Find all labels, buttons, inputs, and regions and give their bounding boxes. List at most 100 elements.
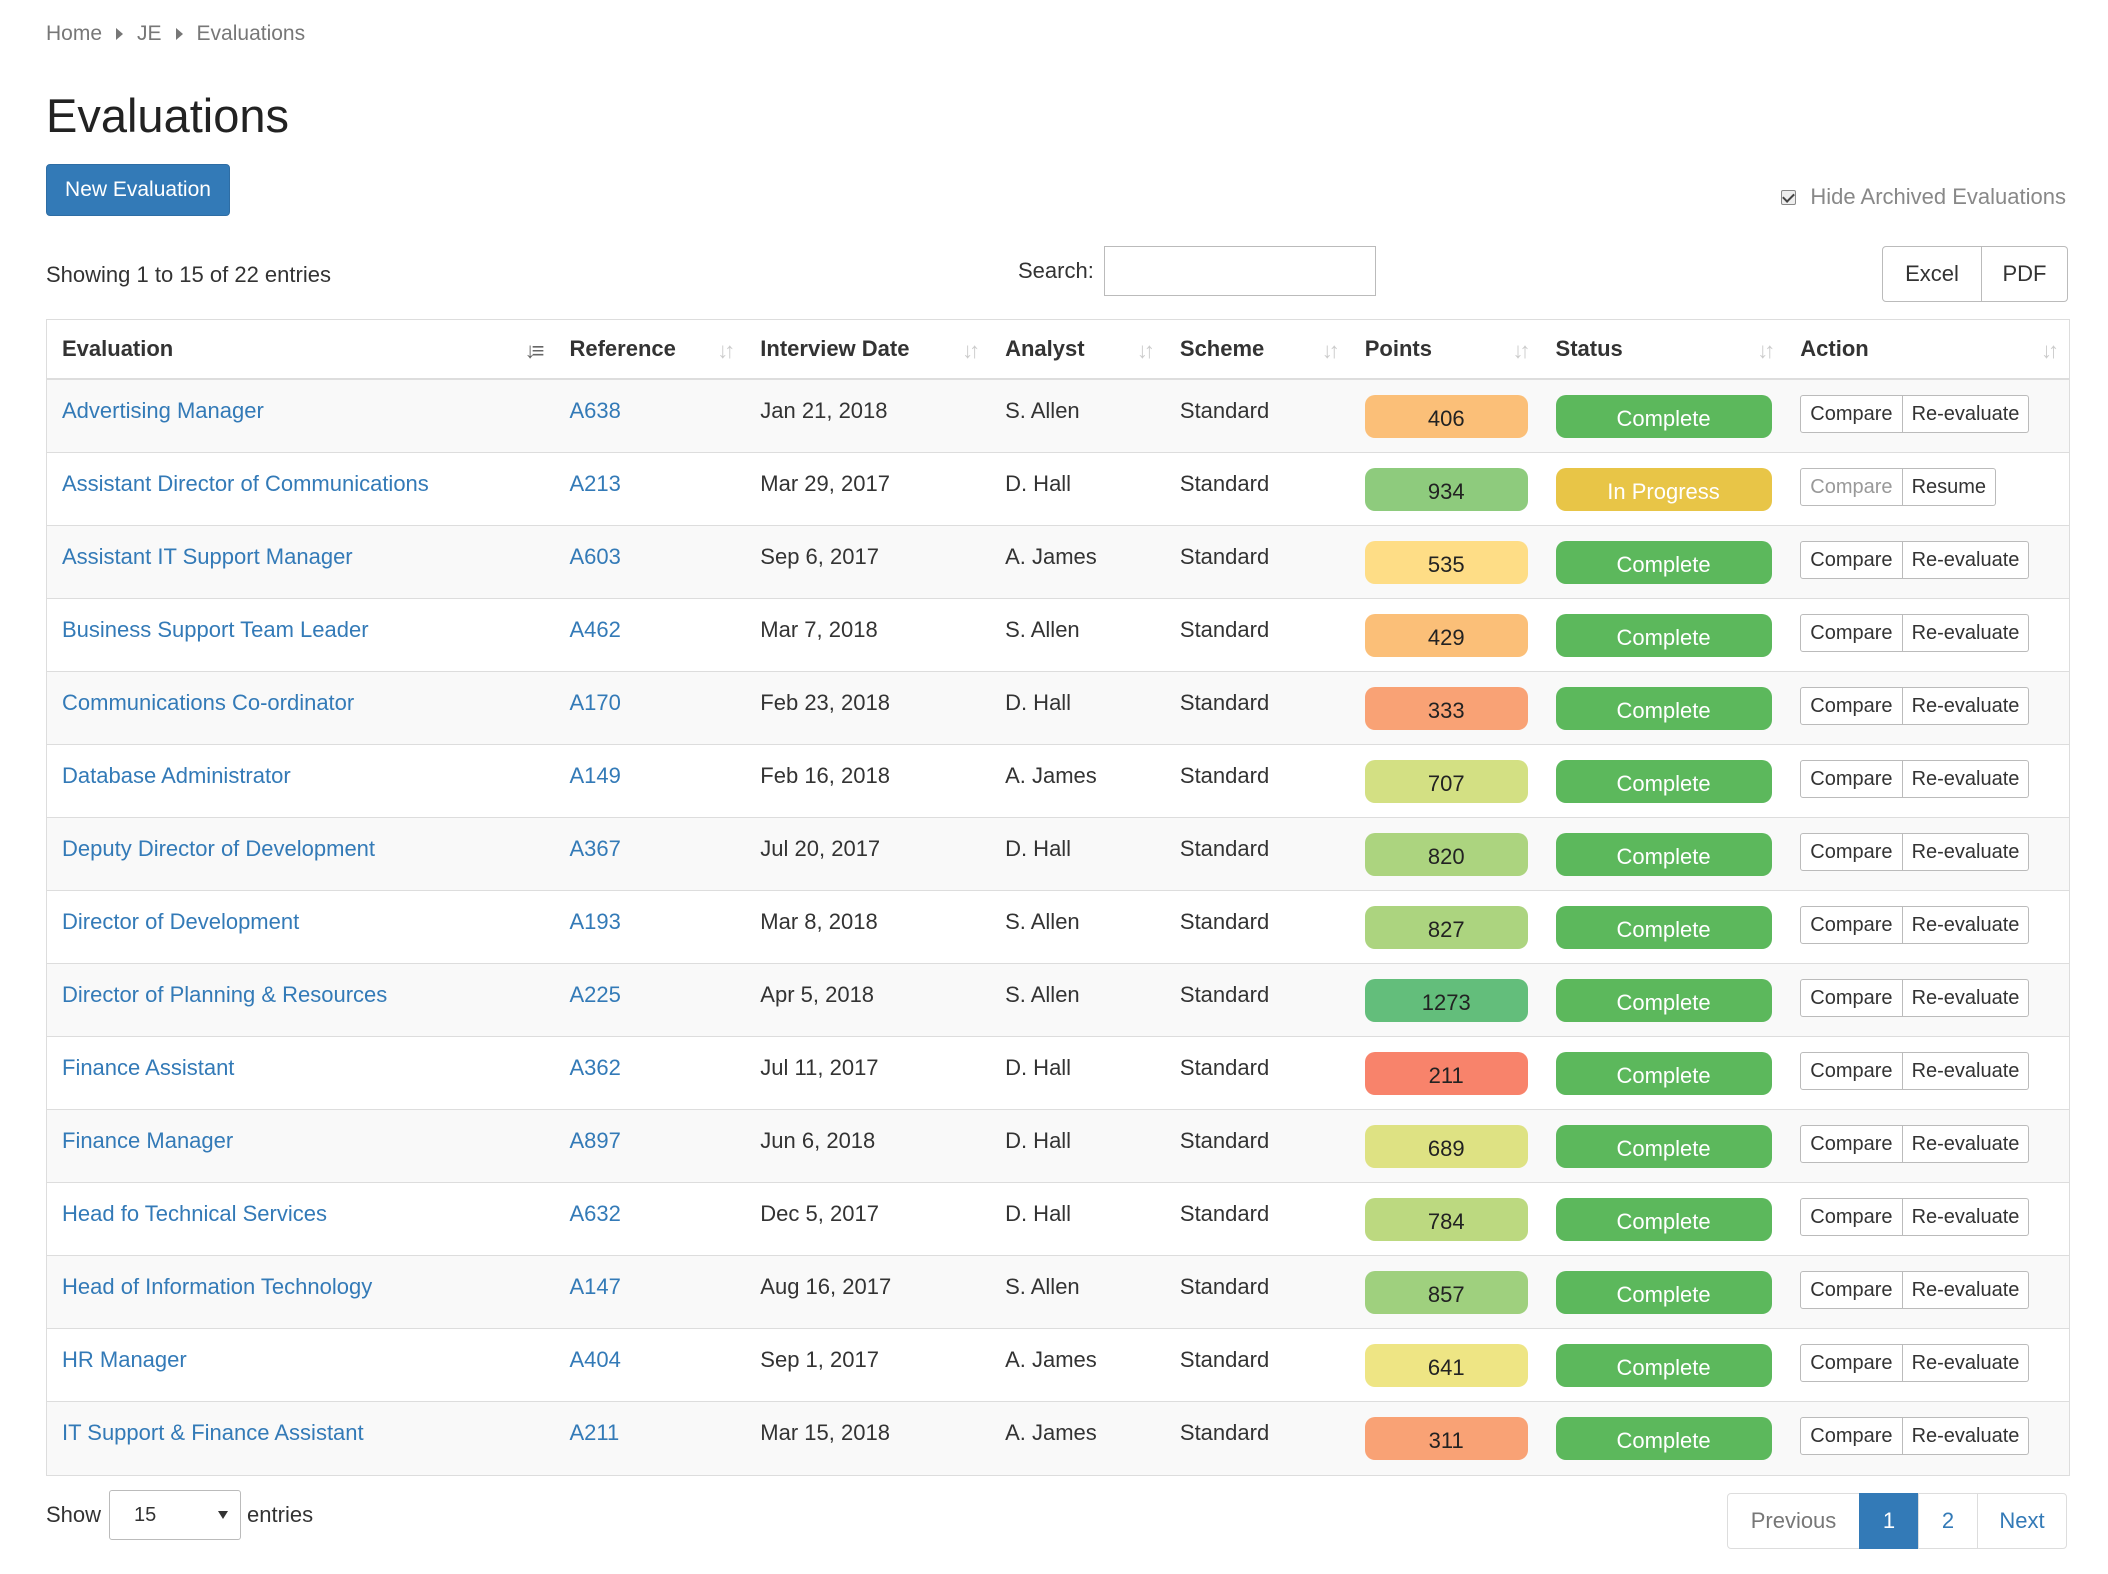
evaluation-link[interactable]: Communications Co-ordinator <box>62 690 355 715</box>
compare-button[interactable]: Compare <box>1800 541 1903 579</box>
evaluation-link[interactable]: IT Support & Finance Assistant <box>62 1420 364 1445</box>
length-label-after: entries <box>247 1502 314 1527</box>
hide-archived-checkbox[interactable] <box>1781 189 1797 205</box>
compare-button: Compare <box>1800 468 1903 506</box>
status-cell: Complete <box>1541 1402 1786 1475</box>
reference-link[interactable]: A404 <box>569 1347 621 1372</box>
re-evaluate-button[interactable]: Re-evaluate <box>1902 1052 2030 1090</box>
re-evaluate-button[interactable]: Re-evaluate <box>1902 906 2030 944</box>
re-evaluate-button[interactable]: Re-evaluate <box>1902 1125 2030 1163</box>
reference-link[interactable]: A170 <box>569 690 621 715</box>
resume-button[interactable]: Resume <box>1902 468 1997 506</box>
column-header-analyst[interactable]: Analyst ↓↑ <box>1005 336 1155 363</box>
table-row: HR Manager A404 Sep 1, 2017 A. James Standar… <box>47 1329 2069 1402</box>
column-header-interview-date[interactable]: Interview Date ↓↑ <box>760 336 980 363</box>
status-cell: Complete <box>1541 672 1786 744</box>
reference-link[interactable]: A147 <box>569 1274 621 1299</box>
compare-button[interactable]: Compare <box>1800 979 1903 1017</box>
re-evaluate-button[interactable]: Re-evaluate <box>1902 1198 2030 1236</box>
entries-per-page-select[interactable]: 15 <box>109 1490 242 1540</box>
sort-icon: ↓↑ <box>1512 338 1531 363</box>
compare-button[interactable]: Compare <box>1800 1417 1903 1455</box>
re-evaluate-button[interactable]: Re-evaluate <box>1902 979 2030 1017</box>
evaluation-link[interactable]: Deputy Director of Development <box>62 836 376 861</box>
reference-link[interactable]: A367 <box>569 836 621 861</box>
new-evaluation-button[interactable]: New Evaluation <box>46 164 230 216</box>
evaluation-link[interactable]: Database Administrator <box>62 763 291 788</box>
column-header-action[interactable]: Action ↓↑ <box>1800 336 2059 363</box>
table-row: Communications Co-ordinator A170 Feb 23, 2… <box>47 672 2069 745</box>
analyst: A. James <box>1005 1347 1097 1372</box>
pdf-export-button[interactable]: PDF <box>1982 246 2068 302</box>
chevron-right-icon <box>116 28 124 40</box>
compare-button[interactable]: Compare <box>1800 395 1903 433</box>
scheme: Standard <box>1179 982 1270 1007</box>
compare-button[interactable]: Compare <box>1800 1344 1903 1382</box>
pagination-previous[interactable]: Previous <box>1727 1493 1860 1549</box>
column-header-evaluation[interactable]: Evaluation ↓≡ <box>62 336 544 363</box>
re-evaluate-button[interactable]: Re-evaluate <box>1902 1417 2030 1455</box>
re-evaluate-button[interactable]: Re-evaluate <box>1902 395 2030 433</box>
reference-link[interactable]: A213 <box>569 471 621 496</box>
evaluation-link[interactable]: Director of Planning & Resources <box>62 982 388 1007</box>
interview-date: Mar 8, 2018 <box>760 909 878 934</box>
re-evaluate-button[interactable]: Re-evaluate <box>1902 833 2030 871</box>
action-cell: Compare Re-evaluate <box>1785 1110 2069 1182</box>
compare-button[interactable]: Compare <box>1800 1052 1903 1090</box>
re-evaluate-button[interactable]: Re-evaluate <box>1902 541 2030 579</box>
evaluation-link[interactable]: Finance Manager <box>62 1128 234 1153</box>
status-badge: Complete <box>1555 687 1772 730</box>
reference-link[interactable]: A193 <box>569 909 621 934</box>
re-evaluate-button[interactable]: Re-evaluate <box>1902 1344 2030 1382</box>
compare-button[interactable]: Compare <box>1800 760 1903 798</box>
reference-link[interactable]: A632 <box>569 1201 621 1226</box>
reference-link[interactable]: A897 <box>569 1128 621 1153</box>
scheme: Standard <box>1179 836 1270 861</box>
pagination-page-1[interactable]: 1 <box>1859 1493 1919 1549</box>
search-input[interactable] <box>1103 246 1376 296</box>
column-header-scheme[interactable]: Scheme ↓↑ <box>1179 336 1340 363</box>
breadcrumb-home[interactable]: Home <box>46 22 103 45</box>
analyst: D. Hall <box>1005 1128 1072 1153</box>
reference-link[interactable]: A225 <box>569 982 621 1007</box>
evaluation-link[interactable]: Assistant Director of Communications <box>62 471 429 496</box>
compare-button[interactable]: Compare <box>1800 906 1903 944</box>
compare-button[interactable]: Compare <box>1800 1198 1903 1236</box>
evaluation-link[interactable]: Business Support Team Leader <box>62 617 369 642</box>
compare-button[interactable]: Compare <box>1800 614 1903 652</box>
re-evaluate-button[interactable]: Re-evaluate <box>1902 1271 2030 1309</box>
compare-button[interactable]: Compare <box>1800 833 1903 871</box>
column-header-points[interactable]: Points ↓↑ <box>1364 336 1531 363</box>
reference-link[interactable]: A362 <box>569 1055 621 1080</box>
evaluation-link[interactable]: Head fo Technical Services <box>62 1201 327 1226</box>
search-label: Search: <box>1018 258 1094 283</box>
compare-button[interactable]: Compare <box>1800 1271 1903 1309</box>
evaluation-link[interactable]: Finance Assistant <box>62 1055 235 1080</box>
re-evaluate-button[interactable]: Re-evaluate <box>1902 760 2030 798</box>
evaluation-link[interactable]: Assistant IT Support Manager <box>62 544 353 569</box>
reference-link[interactable]: A211 <box>569 1420 620 1445</box>
reference-link[interactable]: A638 <box>569 398 621 423</box>
evaluation-link[interactable]: Director of Development <box>62 909 300 934</box>
reference-link[interactable]: A462 <box>569 617 621 642</box>
column-header-reference[interactable]: Reference ↓↑ <box>569 336 735 363</box>
re-evaluate-button[interactable]: Re-evaluate <box>1902 614 2030 652</box>
pagination-page-2[interactable]: 2 <box>1918 1493 1978 1549</box>
table-row: Assistant Director of Communications A213… <box>47 453 2069 526</box>
hide-archived-toggle[interactable]: Hide Archived Evaluations <box>1781 184 2066 210</box>
reference-link[interactable]: A149 <box>569 763 621 788</box>
reference-link[interactable]: A603 <box>569 544 621 569</box>
pagination-next[interactable]: Next <box>1977 1493 2067 1549</box>
re-evaluate-button[interactable]: Re-evaluate <box>1902 687 2030 725</box>
evaluation-link[interactable]: Head of Information Technology <box>62 1274 373 1299</box>
compare-button[interactable]: Compare <box>1800 1125 1903 1163</box>
breadcrumb-je[interactable]: JE <box>137 22 162 45</box>
evaluation-link[interactable]: Advertising Manager <box>62 398 264 423</box>
compare-button[interactable]: Compare <box>1800 687 1903 725</box>
points-badge: 827 <box>1364 906 1528 949</box>
excel-export-button[interactable]: Excel <box>1882 246 1982 302</box>
column-header-status[interactable]: Status ↓↑ <box>1555 336 1776 363</box>
points-cell: 535 <box>1350 526 1541 598</box>
evaluation-link[interactable]: HR Manager <box>62 1347 187 1372</box>
